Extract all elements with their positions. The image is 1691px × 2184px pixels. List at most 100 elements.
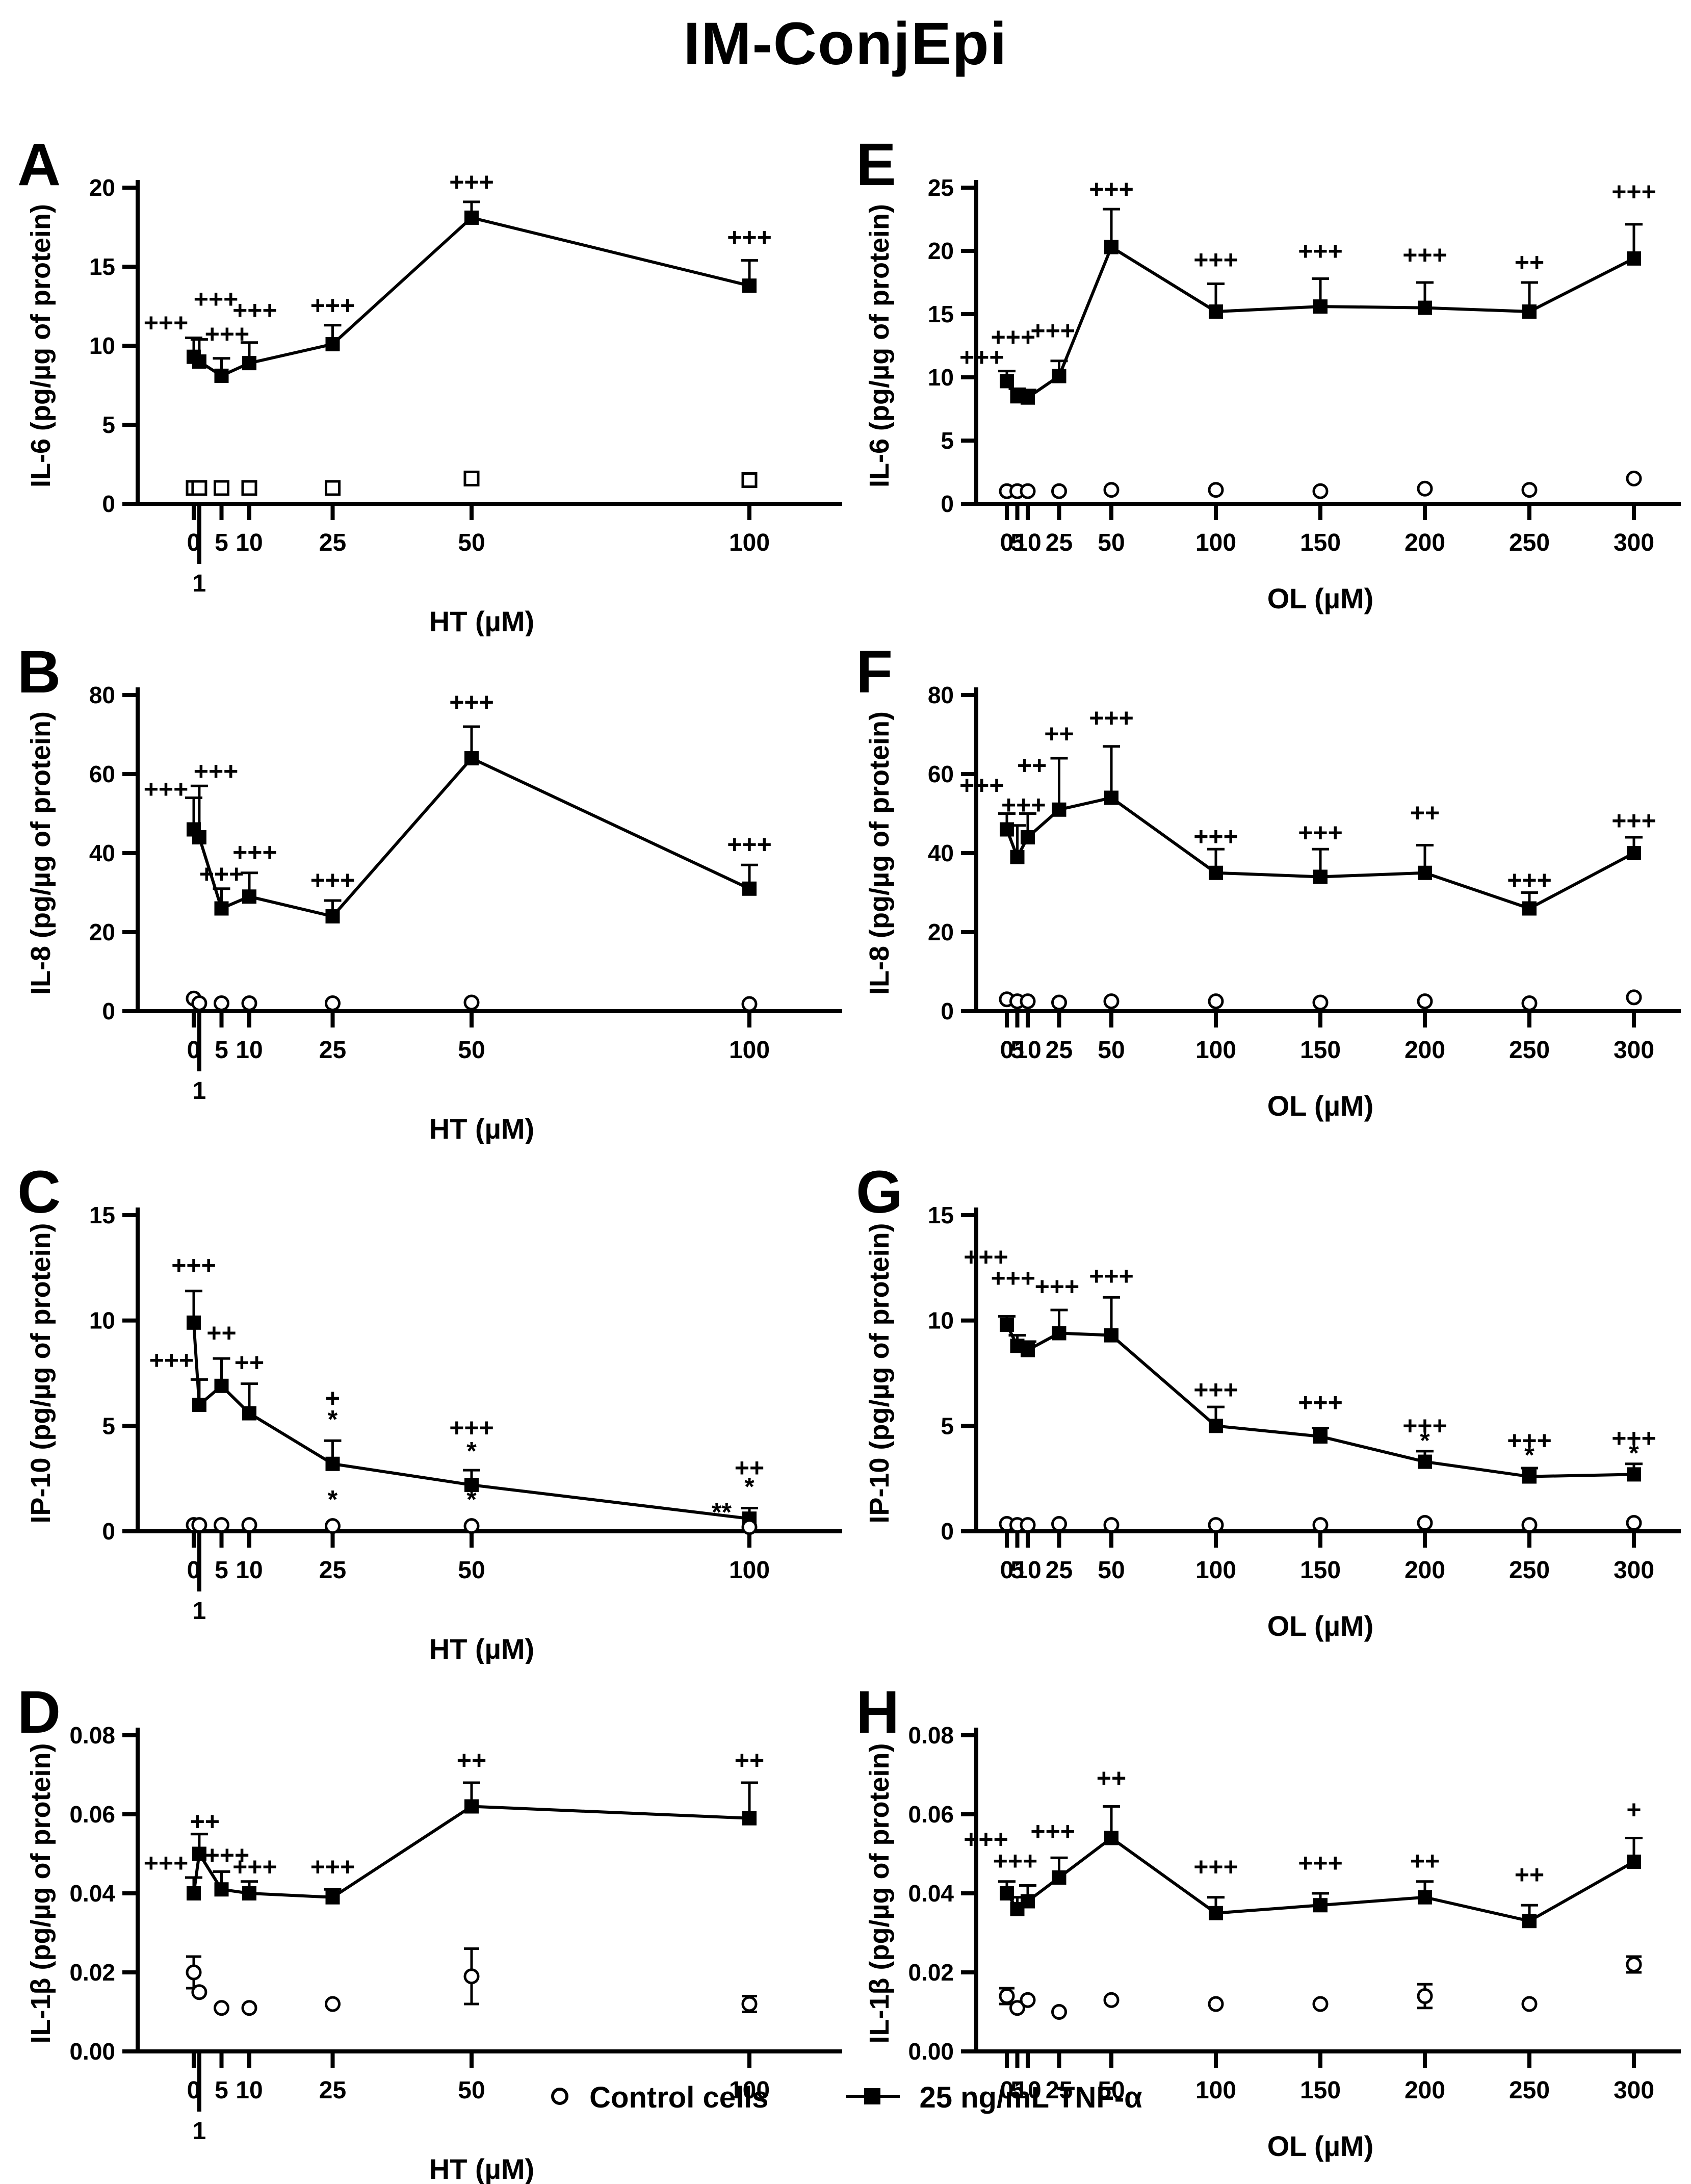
panel-H-il1b-ol: H 0.00 0.02 0.04 0.06 0.08 0 5 10 25 50 100 150 200 25… <box>849 1679 1690 2184</box>
y-tick-label: 0.00 <box>69 2038 115 2065</box>
tnf-point <box>325 909 340 923</box>
x-tick-label: 25 <box>319 1037 346 1064</box>
significance-annotation: * <box>744 1473 755 1501</box>
significance-annotation: ++ <box>735 1454 764 1482</box>
x-tick-label: 5 <box>1010 1037 1024 1064</box>
panel-C-ip10-ht: C 0 5 10 15 0 5 10 25 50 100 1 IP-10 (pg/µg of prote… <box>10 1159 851 1664</box>
y-tick-label: 20 <box>928 238 954 264</box>
tnf-point <box>1104 1328 1118 1343</box>
x-tick-label: 5 <box>215 2077 228 2104</box>
significance-annotation: +++ <box>232 296 277 324</box>
tnf-line <box>192 1805 750 1899</box>
control-point <box>214 1517 229 1533</box>
significance-annotation: +++ <box>310 866 355 894</box>
y-axis-title: IL-8 (pg/µg of protein) <box>864 711 895 995</box>
x-tick-label: 150 <box>1300 1037 1341 1064</box>
x-tick-label: 5 <box>215 1037 228 1064</box>
control-point <box>1417 1514 1433 1531</box>
control-point <box>325 480 341 496</box>
x-tick-sub-label: 1 <box>193 1598 206 1625</box>
significance-annotation: +++ <box>1030 317 1075 345</box>
significance-annotation: +++ <box>1193 1853 1238 1881</box>
x-tick-label: 150 <box>1300 1557 1341 1584</box>
control-point <box>1020 1517 1036 1533</box>
x-tick-label: 5 <box>1010 2077 1024 2104</box>
control-point <box>1103 1992 1120 2008</box>
panel-A-il6-ht: A 0 5 10 15 20 0 5 10 25 50 100 1 IL-6 (pg/µg of prot… <box>10 132 851 636</box>
control-point <box>1312 1996 1329 2012</box>
control-point <box>214 2000 229 2016</box>
x-tick-label: 5 <box>1010 529 1024 556</box>
y-tick-label: 10 <box>89 332 115 359</box>
y-tick-label: 0.04 <box>69 1880 115 1907</box>
x-tick-label: 250 <box>1509 1037 1550 1064</box>
tnf-point <box>1627 251 1641 266</box>
y-tick-label: 10 <box>928 1307 954 1334</box>
control-point <box>1312 1517 1329 1533</box>
tnf-point <box>1021 1343 1035 1357</box>
x-axis-title: HT (µM) <box>429 2153 534 2184</box>
tnf-point <box>1209 304 1223 319</box>
y-tick-label: 5 <box>102 1412 115 1439</box>
significance-annotation: +++ <box>1507 866 1552 894</box>
control-point <box>325 1518 341 1534</box>
x-tick-label: 50 <box>458 529 485 556</box>
y-tick-label: 15 <box>89 1202 115 1228</box>
y-tick-label: 15 <box>928 1202 954 1228</box>
x-tick-label: 25 <box>1046 1557 1073 1584</box>
control-point <box>1521 1517 1538 1533</box>
y-tick-label: 0 <box>941 491 954 517</box>
legend-tnf-label: 25 ng/mL TNF-α <box>919 2081 1142 2114</box>
y-tick-label: 0 <box>941 1518 954 1545</box>
significance-annotation: +++ <box>727 223 772 252</box>
tnf-line <box>1005 796 1635 910</box>
tnf-line <box>192 756 750 918</box>
y-tick-label: 60 <box>89 761 115 787</box>
x-tick-label: 25 <box>1046 529 1073 556</box>
x-tick-label: 150 <box>1300 2077 1341 2104</box>
y-tick-label: 20 <box>928 919 954 945</box>
significance-annotation: +++ <box>1402 1411 1447 1440</box>
significance-annotation: +++ <box>991 1264 1035 1293</box>
significance-annotation: +++ <box>171 1251 216 1280</box>
x-tick-label: 50 <box>1098 1557 1125 1584</box>
significance-annotation: ** <box>712 1498 732 1526</box>
x-tick-label: 5 <box>215 529 228 556</box>
x-tick-label: 25 <box>319 2077 346 2104</box>
tnf-point <box>1627 846 1641 860</box>
tnf-point <box>214 1882 229 1897</box>
x-tick-label: 50 <box>1098 2077 1125 2104</box>
x-tick-label: 10 <box>1014 1037 1041 1064</box>
control-point <box>1521 1996 1538 2012</box>
control-point <box>186 1964 202 1981</box>
y-tick-label: 25 <box>928 174 954 201</box>
y-tick-label: 15 <box>89 253 115 280</box>
tnf-point <box>1021 390 1035 405</box>
significance-annotation: +++ <box>1611 1424 1656 1453</box>
y-tick-label: 0 <box>102 1518 115 1545</box>
x-tick-label: 200 <box>1404 529 1445 556</box>
significance-annotation: +++ <box>1089 704 1134 732</box>
x-axis-title: HT (µM) <box>429 1633 534 1664</box>
tnf-point <box>214 368 229 383</box>
y-axis-title: IP-10 (pg/µg of protein) <box>25 1223 56 1523</box>
y-tick-label: 0.00 <box>908 2038 954 2065</box>
control-point <box>741 472 758 488</box>
control-point <box>1417 993 1433 1010</box>
significance-annotation: * <box>328 1405 338 1433</box>
significance-annotation: +++ <box>1298 1848 1343 1877</box>
figure-title: IM-ConjEpi <box>683 10 1008 78</box>
tnf-point <box>1522 1914 1537 1929</box>
panel-letter: D <box>17 1679 61 1746</box>
tnf-point <box>1418 1890 1432 1905</box>
significance-annotation: +++ <box>1193 1376 1238 1404</box>
x-tick-label: 300 <box>1614 529 1654 556</box>
tnf-point <box>1313 1898 1328 1913</box>
y-tick-label: 0.02 <box>908 1959 954 1986</box>
significance-annotation: + <box>1626 1795 1641 1824</box>
tnf-point <box>1418 865 1432 880</box>
